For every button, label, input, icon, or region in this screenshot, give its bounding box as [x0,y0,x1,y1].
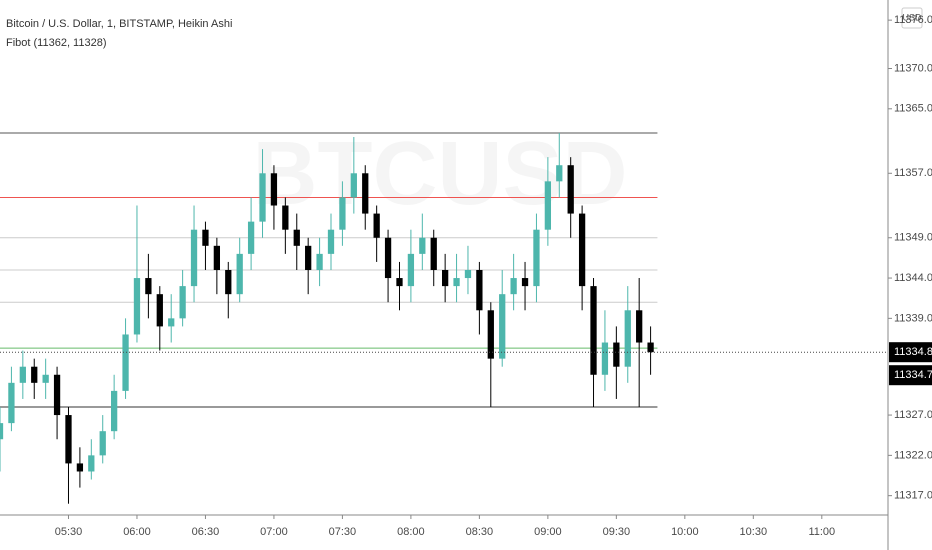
chart-title: Bitcoin / U.S. Dollar, 1, BITSTAMP, Heik… [6,18,232,30]
candle-body [305,245,312,270]
candle-body [190,229,198,287]
candle-body [419,237,426,254]
candle-body [0,423,4,440]
candle-body [601,342,609,375]
candle-body [476,269,483,311]
x-tick-label: 09:30 [603,526,631,538]
candle-body [567,165,574,214]
candle-body [636,310,643,343]
candle-body [19,366,26,383]
y-tick-label: 11349.00 [894,232,932,244]
candle-body [282,205,289,230]
candle-body [350,173,357,198]
y-tick-label: 11317.00 [894,490,932,502]
candle-body [42,374,49,383]
candle-body [111,390,118,432]
candle-body [521,278,529,287]
candle-body [76,463,84,472]
y-tick-label: 11322.00 [894,449,932,461]
candle-body [453,278,460,287]
x-tick-label: 05:30 [55,526,83,538]
y-tick-label: 11357.00 [894,167,932,179]
candle-body [362,173,369,214]
y-tick-label: 11376.00 [894,14,932,26]
x-tick-label: 08:30 [466,526,494,538]
x-tick-label: 10:00 [671,526,699,538]
candle-body [145,278,152,295]
y-tick-label: 11327.00 [894,409,932,421]
candle-body [259,173,266,222]
candle-body [168,318,175,327]
candle-body [293,229,300,246]
price-label-box [889,342,932,363]
candle-body [396,278,403,287]
candle-body [613,342,620,367]
x-tick-label: 09:00 [534,526,562,538]
candle-body [156,294,163,327]
candle-body [578,213,586,287]
candle-body [65,415,72,464]
candle-body [647,342,654,353]
x-tick-label: 07:00 [260,526,288,538]
candle-body [373,213,380,238]
candle-body [384,237,392,279]
indicator-label: Fibot (11362, 11328) [6,37,107,49]
candle-body [327,229,335,254]
candle-body [225,269,232,295]
candle-body [533,229,540,287]
x-tick-label: 06:30 [192,526,220,538]
x-tick-label: 10:30 [740,526,768,538]
candle-body [487,310,494,359]
candle-body [430,237,437,270]
candle-body [236,253,243,295]
x-tick-label: 07:30 [329,526,357,538]
candle-body [316,253,323,270]
candle-body [407,253,415,287]
candle-body [213,245,221,270]
y-tick-label: 11365.00 [894,103,932,115]
candle-body [99,431,106,456]
currency-button[interactable] [901,7,923,29]
candle-body [270,173,278,206]
candle-body [339,197,346,230]
candle-body [590,286,597,375]
candle-body [556,165,563,182]
candle-body [8,382,15,424]
y-tick-label: 11370.00 [894,62,932,74]
x-tick-label: 06:00 [123,526,151,538]
candle-body [247,221,255,254]
x-tick-label: 11:00 [808,526,835,538]
currency-label[interactable]: USD [902,12,922,22]
candle-body [442,269,449,287]
candle-body [88,455,95,472]
candle-body [510,278,517,295]
candle-body [544,181,552,230]
price-label-box [889,365,932,386]
candle-body [202,229,209,246]
candle-body [122,334,129,391]
candle-body [31,366,38,383]
price-label: 11334.80 [894,346,932,358]
candle-body [464,269,472,279]
candle-body [133,278,141,335]
candle-body [499,294,506,359]
candle-body [624,310,631,367]
y-tick-label: 11344.00 [894,272,932,284]
candle-body [179,286,186,319]
x-tick-label: 08:00 [397,526,425,538]
price-label: 11334.74 [894,369,932,381]
y-tick-label: 11339.00 [894,312,932,324]
candle-body [53,374,61,416]
